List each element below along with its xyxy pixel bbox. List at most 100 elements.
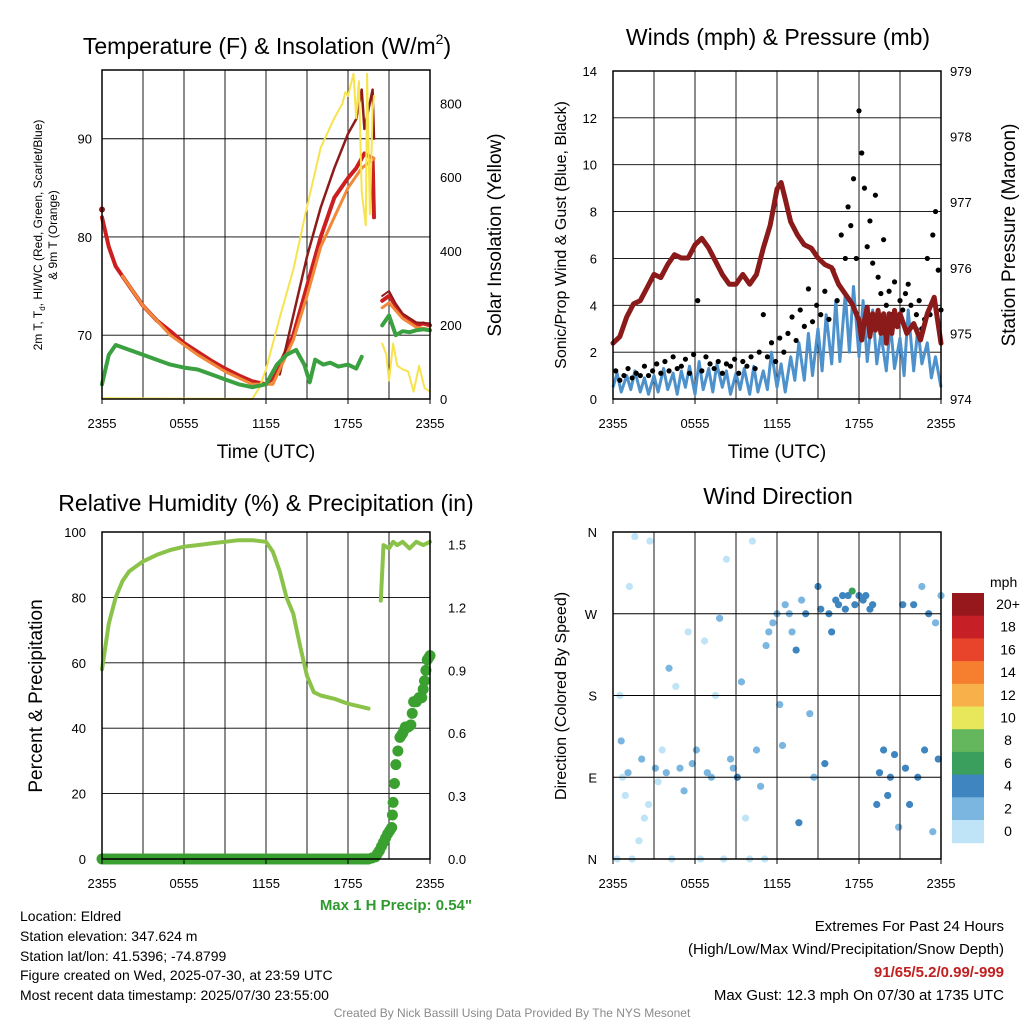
gust-point-61 <box>856 108 862 114</box>
legend-label-6: 12 <box>1000 687 1016 703</box>
gust-point-8 <box>645 372 652 379</box>
direction-point-40 <box>748 537 757 545</box>
insolation-y-tick-2: 400 <box>440 244 462 259</box>
precip-y-tick-2: 0.6 <box>448 726 466 741</box>
figure-created: Figure created on Wed, 2025-07-30, at 23… <box>20 967 333 983</box>
precip-y-tick-4: 1.2 <box>448 600 466 615</box>
gust-point-76 <box>897 298 903 304</box>
temp-x-tick-2: 1155 <box>252 416 280 431</box>
direction-point-5 <box>624 769 632 777</box>
gust-point-22 <box>703 354 709 360</box>
gust-point-69 <box>878 290 884 297</box>
pressure-y-tick-labels: 974 975 976 977 978 979 <box>950 64 972 407</box>
gust-point-21 <box>699 368 705 374</box>
gust-point-74 <box>891 279 898 285</box>
gust-point-55 <box>838 232 844 238</box>
temp-x-tick-4: 2355 <box>416 416 445 431</box>
gust-point-11 <box>658 370 664 376</box>
wind-direction-y-axis-label: Direction (Colored By Speed) <box>553 592 570 800</box>
gust-point-14 <box>670 354 676 360</box>
humidity-y-axis-label: Percent & Precipitation <box>26 599 47 792</box>
pressure-y-tick-2: 976 <box>950 261 972 276</box>
insolation-y-tick-4: 800 <box>440 96 462 111</box>
pressure-y-tick-0: 974 <box>950 392 972 407</box>
precip-y-tick-0: 0.0 <box>448 852 466 867</box>
direction-point-23 <box>684 628 692 636</box>
gust-point-3 <box>625 365 631 372</box>
legend-label-7: 14 <box>1000 664 1016 680</box>
wind-direction-points <box>613 532 945 863</box>
wind-y-tick-4: 8 <box>590 205 597 220</box>
direction-point-79 <box>884 791 892 800</box>
direction-point-91 <box>929 828 937 836</box>
gust-point-60 <box>853 255 859 262</box>
direction-point-65 <box>834 601 843 609</box>
legend-label-3: 6 <box>1004 755 1012 771</box>
direction-point-73 <box>862 591 870 600</box>
insolation-y-tick-labels: 0 200 400 600 800 <box>440 96 462 407</box>
insolation-y-axis-label: Solar Insolation (Yellow) <box>485 133 506 336</box>
direction-point-48 <box>776 700 784 709</box>
direction-y-tick-2: S <box>588 689 597 704</box>
legend-label-10: 20+ <box>996 596 1020 612</box>
direction-point-13 <box>646 537 654 545</box>
gust-point-16 <box>678 363 684 369</box>
dir-x-tick-0: 2355 <box>599 876 628 891</box>
precip-point-152 <box>416 692 428 704</box>
precip-point-133 <box>388 778 400 790</box>
pressure-y-tick-3: 977 <box>950 195 972 210</box>
direction-point-27 <box>700 637 709 645</box>
gust-point-49 <box>814 302 820 308</box>
max-precip-note: Max 1 H Precip: 0.54" <box>320 897 472 914</box>
direction-point-20 <box>672 682 680 691</box>
dir-x-tick-3: 1755 <box>845 876 874 891</box>
direction-point-41 <box>752 746 761 754</box>
insolation-line-after-gap <box>381 342 431 393</box>
gust-point-52 <box>826 316 832 322</box>
direction-point-93 <box>934 755 942 763</box>
temperature-x-tick-labels: 2355 0555 1155 1755 2355 <box>88 399 445 431</box>
humidity-y-tick-labels: 0 20 40 60 80 100 <box>64 525 86 867</box>
pressure-line <box>610 180 944 346</box>
direction-point-57 <box>806 710 814 718</box>
rh-line-after-gap <box>378 539 432 603</box>
legend-swatch-1 <box>952 797 984 821</box>
direction-point-45 <box>765 628 773 636</box>
rh-x-tick-4: 2355 <box>416 876 445 891</box>
gust-point-9 <box>650 368 656 374</box>
extremes-title: Extremes For Past 24 Hours <box>814 918 1004 935</box>
precip-point-153 <box>417 683 429 695</box>
precip-point-132 <box>387 796 399 808</box>
gust-point-5 <box>633 370 639 376</box>
dewpoint-line-after-gap <box>380 313 432 338</box>
winds-x-tick-labels: 2355 0555 1155 1755 2355 <box>599 399 955 431</box>
humidity-chart-title: Relative Humidity (%) & Precipitation (i… <box>58 490 473 516</box>
gust-point-28 <box>727 363 734 369</box>
gust-point-46 <box>801 323 807 329</box>
legend-label-8: 16 <box>1000 641 1016 657</box>
gust-point-42 <box>785 330 791 336</box>
legend-label-2: 4 <box>1004 778 1012 794</box>
gust-point-32 <box>744 363 750 369</box>
direction-point-10 <box>638 755 646 763</box>
direction-point-11 <box>640 814 649 822</box>
temp-y-tick-1: 80 <box>78 230 92 245</box>
station-latlon: Station lat/lon: 41.5396; -74.8799 <box>20 948 227 964</box>
gust-point-27 <box>723 361 730 367</box>
gust-point-40 <box>777 335 783 341</box>
legend-swatch-10 <box>952 593 984 617</box>
legend-swatch-9 <box>952 615 984 639</box>
legend-swatch-2 <box>952 774 984 798</box>
gust-point-68 <box>875 274 881 280</box>
gust-point-66 <box>870 260 876 266</box>
gust-point-50 <box>818 312 824 318</box>
temperature-grid <box>102 70 430 399</box>
precip-point-145 <box>406 707 418 719</box>
max-gust: Max Gust: 12.3 mph On 07/30 at 1735 UTC <box>713 987 1004 1004</box>
rh-y-tick-0: 0 <box>79 852 86 867</box>
gust-point-6 <box>637 372 643 379</box>
gust-point-44 <box>793 337 799 344</box>
direction-point-4 <box>621 791 629 800</box>
direction-point-61 <box>821 760 829 768</box>
legend-swatch-5 <box>952 706 984 730</box>
